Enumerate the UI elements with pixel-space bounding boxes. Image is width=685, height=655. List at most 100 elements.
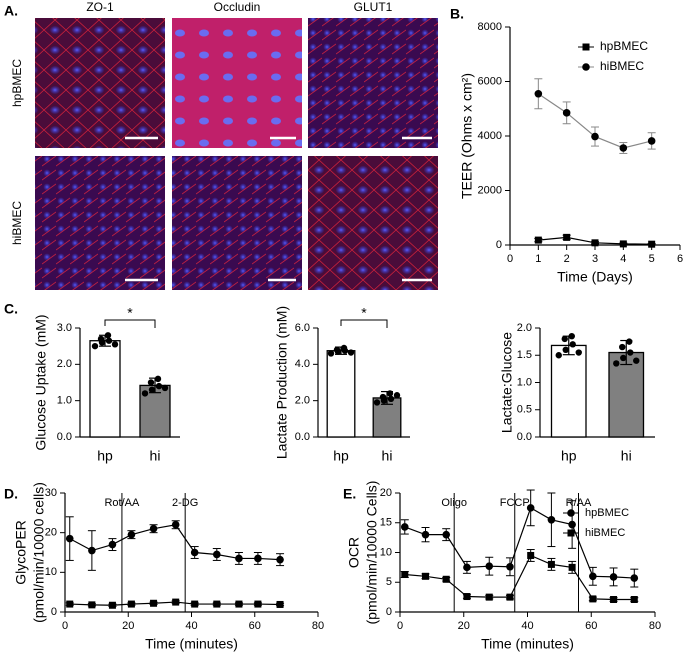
bar [608,351,645,438]
series-line [404,554,635,601]
significance-bracket [340,319,388,328]
y-tick-label: 0 [386,606,392,618]
data-point [333,346,341,353]
data-point [555,352,562,359]
data-point [568,520,576,529]
y-tick-label: 0.0 [517,431,532,443]
data-point [534,89,543,98]
data-point [630,574,639,582]
x-tick-label: 4 [620,253,626,265]
data-point [620,354,627,362]
y-tick-label: 1.5 [517,349,532,361]
panel-label: E. [343,486,356,502]
data-point [526,504,535,512]
data-point [506,593,514,601]
data-point [563,233,571,241]
data-point [155,382,163,390]
data-point [630,596,638,604]
legend-label: hiBMEC [585,527,625,539]
image [172,18,302,148]
x-tick-label: hi [382,448,393,464]
x-tick-label: 20 [458,620,470,632]
x-tick-label: 3 [592,253,598,265]
data-point [613,360,620,367]
x-tick-label: 0 [507,253,513,265]
data-point [401,571,409,579]
data-point [327,350,335,357]
data-point [235,600,243,608]
data-point [421,530,430,539]
data-point [127,600,135,608]
data-point [506,562,514,571]
column-label: GLUT1 [354,0,393,14]
data-point [547,515,556,524]
y-tick-label: 2000 [478,184,502,196]
data-point [647,137,656,145]
x-axis-title: Time (minutes) [481,636,574,652]
data-point [147,379,155,386]
data-point [108,601,116,609]
legend-marker [582,63,590,71]
data-point [104,332,112,339]
panel-label: C. [4,301,18,317]
data-point [276,555,284,564]
data-point [609,573,618,581]
y-tick-label: 0.0 [295,431,310,443]
y-tick-label: 20 [45,527,57,539]
y-tick-label: 2.0 [57,358,72,370]
x-tick-label: 80 [649,620,661,632]
data-point [485,593,493,601]
x-tick-label: 60 [249,620,261,632]
y-tick-label: 10 [380,546,392,558]
y-tick-label: 0.5 [517,404,532,416]
legend-marker [567,529,575,537]
y-tick-label: 0 [496,239,502,251]
y-axis-title: Glucose Uptake (mM) [33,314,49,450]
x-tick-label: 20 [122,620,134,632]
y-tick-label: 2.0 [295,395,310,407]
x-tick-label: 1 [535,253,541,265]
data-point [154,375,162,383]
data-point [172,598,180,606]
data-point [547,560,555,568]
y-tick-label: 6.0 [295,322,310,334]
x-tick-label: hp [333,448,349,464]
data-point [254,554,262,563]
bar [89,340,121,438]
y-axis-title: OCR [346,537,362,568]
data-point [569,341,576,348]
x-tick-label: 2 [564,253,570,265]
column-label: Occludin [214,0,261,14]
data-point [386,390,394,397]
data-point [442,530,451,539]
data-point [161,384,169,392]
y-tick-label: 4.0 [295,358,310,370]
data-point [105,337,113,344]
y-tick-label: 6000 [478,75,502,87]
data-point [171,520,180,529]
x-tick-label: 40 [521,620,533,632]
data-point [111,341,119,348]
data-point [591,132,599,141]
y-axis-title: (pmol/min/10000 Cells) [364,481,380,625]
legend-marker [567,509,575,517]
annotation-label: Rot/AA [104,497,140,509]
data-point [393,392,401,399]
y-tick-label: 1.0 [517,376,532,388]
data-point [213,550,221,559]
data-point [648,240,656,248]
y-tick-label: 0 [51,606,57,618]
data-point [485,562,494,570]
y-axis-title: Lactate Production (mM) [274,306,290,459]
data-point [561,335,568,343]
data-point [589,595,597,603]
data-point [527,551,535,559]
y-axis-title: (pmol/min/10000 cells) [31,482,47,623]
x-tick-label: hp [97,448,113,464]
image [172,156,302,290]
annotation-label: FCCP [500,497,530,509]
data-point [619,240,627,248]
annotation-label: Oligo [441,497,467,509]
significance-bracket [104,319,156,328]
